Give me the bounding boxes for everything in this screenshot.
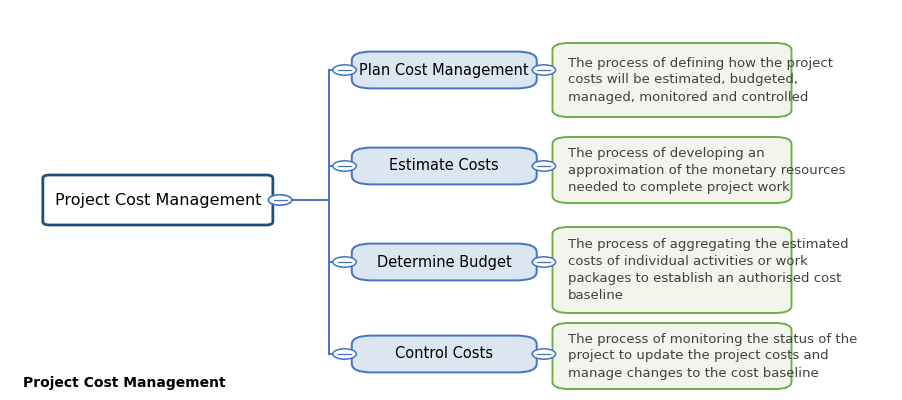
Text: The process of defining how the project
costs will be estimated, budgeted,
manag: The process of defining how the project …: [568, 56, 833, 104]
Circle shape: [269, 195, 292, 205]
FancyBboxPatch shape: [42, 175, 273, 225]
Circle shape: [333, 161, 356, 171]
FancyBboxPatch shape: [352, 336, 537, 372]
Text: Control Costs: Control Costs: [395, 346, 493, 362]
FancyBboxPatch shape: [552, 323, 792, 389]
Text: Determine Budget: Determine Budget: [377, 254, 511, 270]
FancyBboxPatch shape: [552, 43, 792, 117]
Text: The process of aggregating the estimated
costs of individual activities or work
: The process of aggregating the estimated…: [568, 238, 849, 302]
Text: The process of monitoring the status of the
project to update the project costs : The process of monitoring the status of …: [568, 332, 857, 380]
Text: The process of developing an
approximation of the monetary resources
needed to c: The process of developing an approximati…: [568, 146, 845, 194]
Text: Project Cost Management: Project Cost Management: [55, 192, 261, 208]
Circle shape: [532, 349, 556, 359]
FancyBboxPatch shape: [352, 244, 537, 280]
Circle shape: [333, 257, 356, 267]
Circle shape: [532, 65, 556, 75]
FancyBboxPatch shape: [352, 148, 537, 184]
Text: Plan Cost Management: Plan Cost Management: [359, 62, 529, 78]
Text: Project Cost Management: Project Cost Management: [23, 376, 226, 390]
FancyBboxPatch shape: [552, 137, 792, 203]
FancyBboxPatch shape: [352, 52, 537, 88]
Circle shape: [532, 257, 556, 267]
Text: Estimate Costs: Estimate Costs: [390, 158, 499, 174]
Circle shape: [333, 65, 356, 75]
Circle shape: [532, 161, 556, 171]
Circle shape: [333, 349, 356, 359]
FancyBboxPatch shape: [552, 227, 792, 313]
